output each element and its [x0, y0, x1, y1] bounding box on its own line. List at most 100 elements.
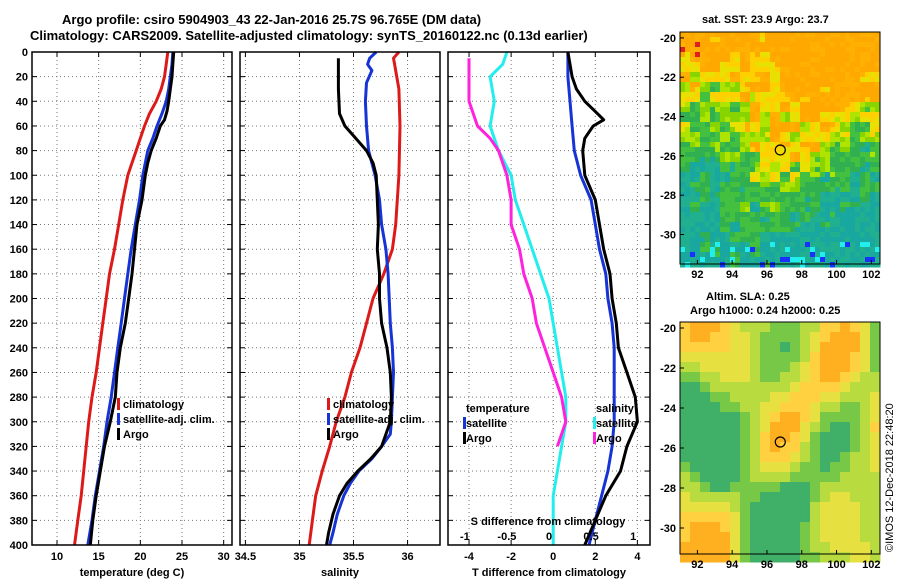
sst-pixel: [735, 247, 741, 253]
sla-pixel: [780, 412, 791, 423]
sla-pixel: [860, 442, 871, 453]
sla-pixel: [700, 462, 711, 473]
sst-pixel: [690, 122, 696, 128]
sla-pixel: [730, 352, 741, 363]
sst-pixel: [850, 37, 856, 43]
sla-pixel: [840, 542, 851, 553]
sst-pixel: [685, 172, 691, 178]
sla-pixel: [830, 542, 841, 553]
sst-pixel: [870, 42, 876, 48]
sst-pixel: [725, 252, 731, 258]
sst-pixel: [795, 67, 801, 73]
sla-pixel: [760, 322, 771, 333]
sst-pixel: [715, 82, 721, 88]
sst-pixel: [680, 242, 686, 248]
sst-pixel: [740, 212, 746, 218]
sst-pixel: [860, 192, 866, 198]
sst-pixel: [720, 87, 726, 93]
sla-pixel: [820, 342, 831, 353]
sst-pixel: [840, 167, 846, 173]
sst-pixel: [725, 67, 731, 73]
sst-pixel: [825, 77, 831, 83]
sst-pixel: [810, 142, 816, 148]
sst-pixel: [850, 212, 856, 218]
diff-x-tick-label: 0: [550, 551, 556, 563]
sst-pixel: [690, 62, 696, 68]
sst-pixel: [870, 67, 876, 73]
sst-pixel: [820, 102, 826, 108]
sst-pixel: [820, 162, 826, 168]
sst-pixel: [795, 62, 801, 68]
diff-series-t-argo-clim: [566, 51, 639, 546]
sla-lat-tick-label: -26: [660, 443, 676, 455]
sst-pixel: [875, 87, 881, 93]
sst-pixel: [680, 92, 686, 98]
sst-pixel: [715, 62, 721, 68]
sst-pixel: [750, 187, 756, 193]
sst-pixel: [860, 137, 866, 143]
sst-pixel: [875, 32, 881, 38]
sst-pixel: [875, 37, 881, 43]
sla-pixel: [770, 352, 781, 363]
sla-pixel: [740, 472, 751, 483]
sla-pixel: [790, 422, 801, 433]
sst-pixel: [720, 112, 726, 118]
sst-pixel: [795, 77, 801, 83]
sst-pixel: [725, 187, 731, 193]
sst-pixel: [745, 92, 751, 98]
sla-pixel: [710, 542, 721, 553]
sst-pixel: [830, 182, 836, 188]
sla-pixel: [740, 372, 751, 383]
sla-pixel: [770, 442, 781, 453]
sst-pixel: [685, 132, 691, 138]
sst-pixel: [785, 37, 791, 43]
sst-pixel: [770, 117, 776, 123]
sst-pixel: [685, 77, 691, 83]
sst-pixel: [685, 47, 691, 53]
sst-pixel: [710, 207, 716, 213]
sla-pixel: [730, 522, 741, 533]
sla-pixel: [750, 322, 761, 333]
sla-lat-tick-label: -24: [660, 403, 677, 415]
sst-pixel: [835, 42, 841, 48]
sst-pixel: [750, 47, 756, 53]
sla-pixel: [700, 352, 711, 363]
sst-pixel: [810, 137, 816, 143]
sla-lon-tick-label: 102: [862, 559, 880, 571]
sla-pixel: [830, 392, 841, 403]
sal-legend-label: climatology: [333, 399, 395, 411]
sst-pixel: [725, 262, 731, 268]
sla-pixel: [840, 502, 851, 513]
sst-pixel: [715, 262, 721, 268]
sst-pixel: [820, 142, 826, 148]
sst-pixel: [780, 232, 786, 238]
sst-pixel: [760, 162, 766, 168]
sst-pixel: [750, 262, 756, 268]
sla-pixel: [800, 492, 811, 503]
sla-pixel: [700, 522, 711, 533]
sst-pixel: [755, 32, 761, 38]
sst-pixel: [745, 222, 751, 228]
sst-pixel: [760, 127, 766, 133]
sst-pixel: [700, 212, 706, 218]
sst-pixel: [730, 152, 736, 158]
sst-pixel: [690, 162, 696, 168]
sst-pixel: [710, 187, 716, 193]
sst-pixel: [845, 212, 851, 218]
sst-pixel: [740, 147, 746, 153]
sst-pixel: [780, 77, 786, 83]
sst-pixel: [845, 102, 851, 108]
sst-pixel: [800, 97, 806, 103]
sst-pixel: [740, 237, 746, 243]
sst-pixel: [825, 217, 831, 223]
sst-pixel: [820, 87, 826, 93]
sst-pixel: [810, 182, 816, 188]
sst-pixel: [735, 237, 741, 243]
sst-pixel: [745, 42, 751, 48]
sst-pixel: [785, 232, 791, 238]
sst-pixel: [875, 202, 881, 208]
sst-pixel: [870, 192, 876, 198]
sst-pixel: [780, 47, 786, 53]
sst-pixel: [710, 157, 716, 163]
sla-pixel: [770, 422, 781, 433]
